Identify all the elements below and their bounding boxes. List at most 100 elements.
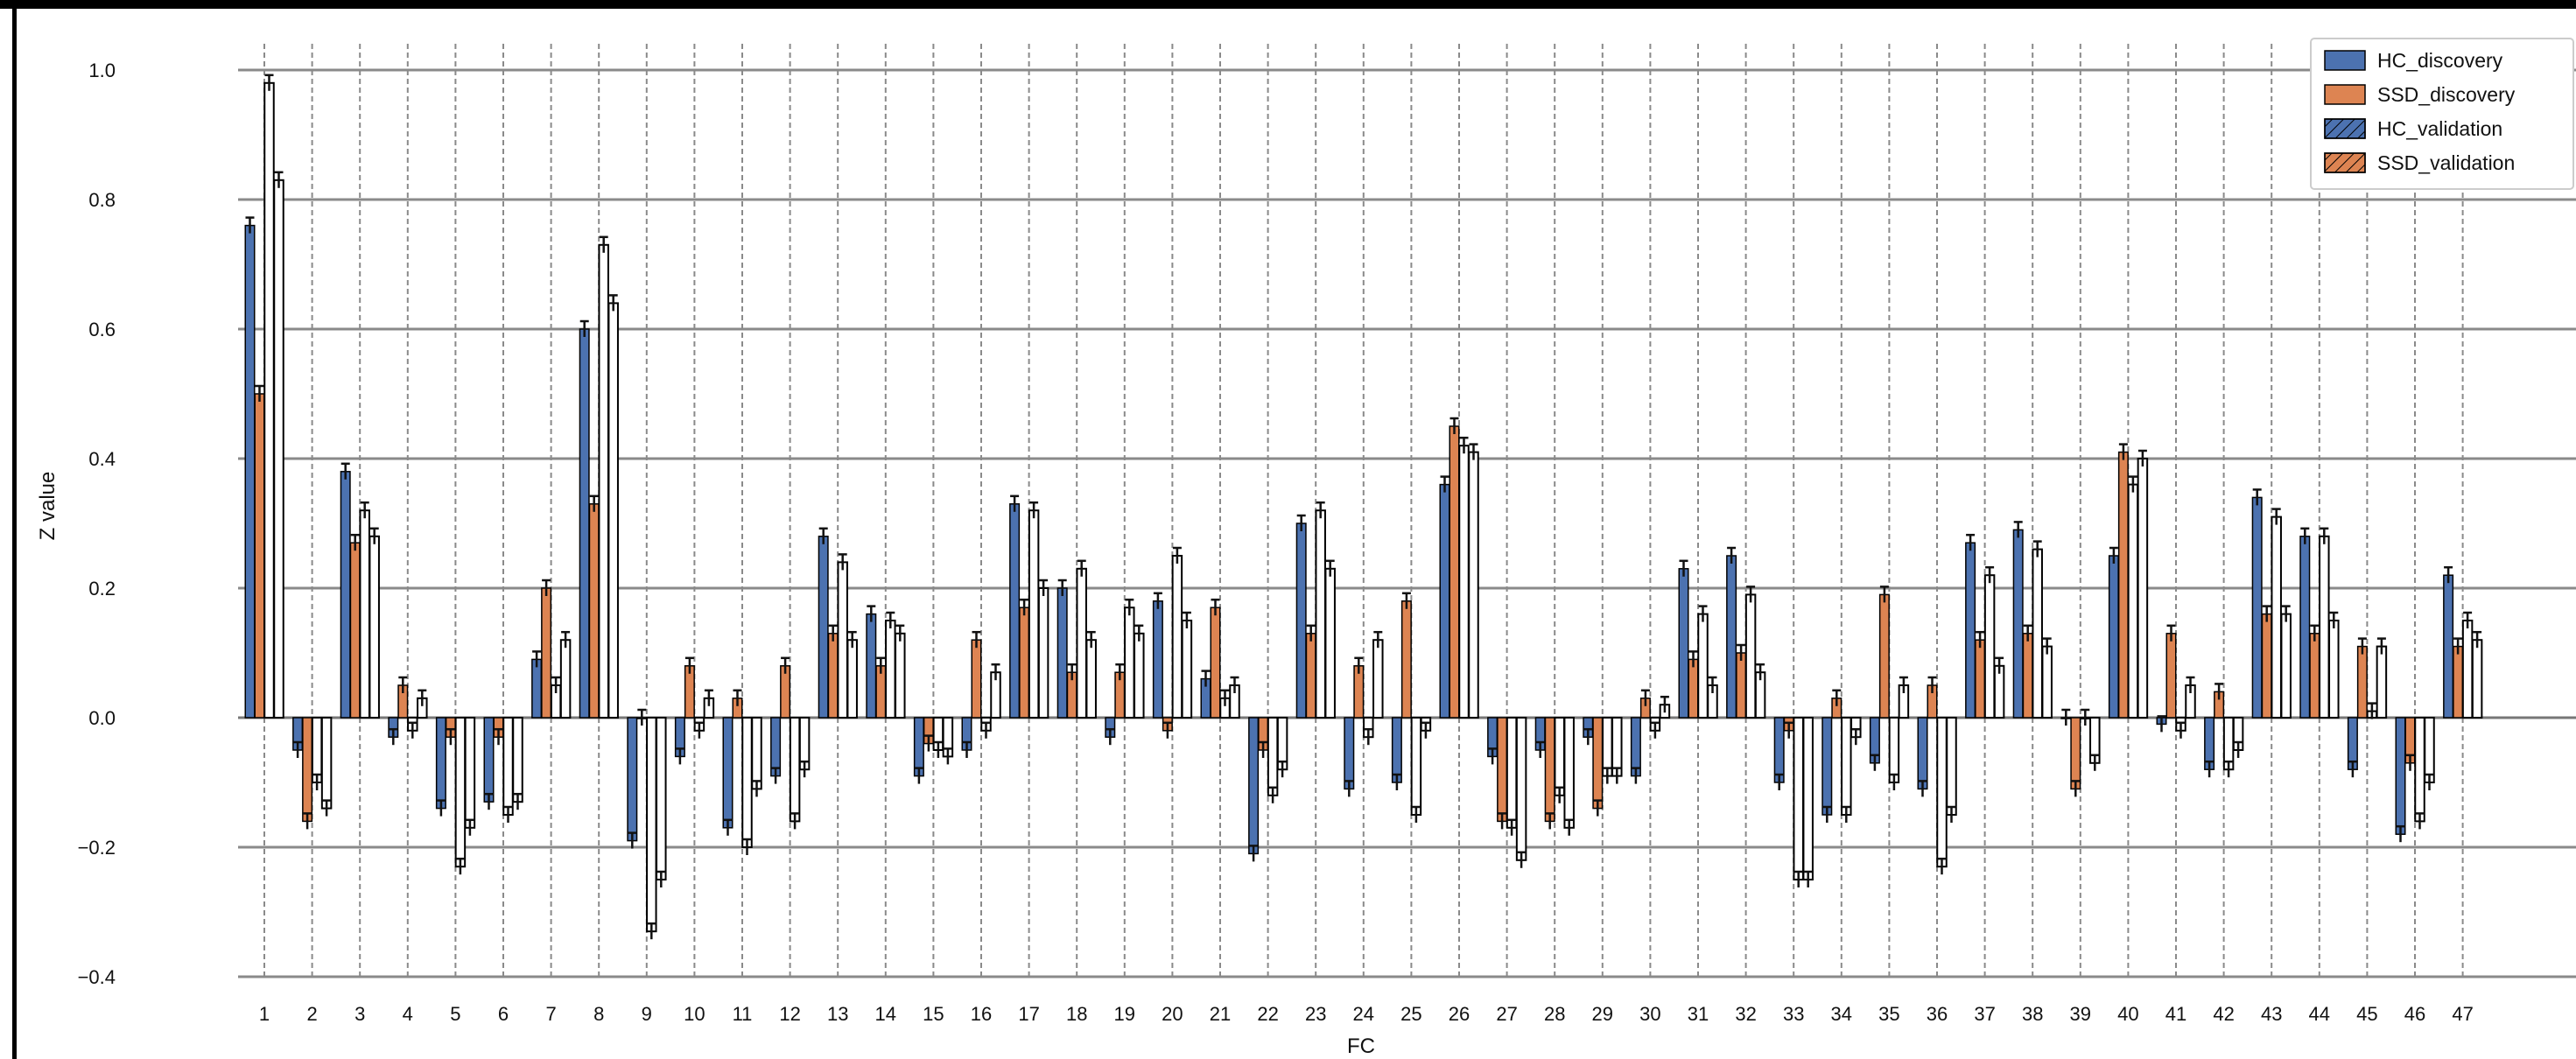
- bar-SSD_discovery: [2117, 451, 2129, 719]
- y-tick-label: 0.8: [88, 189, 116, 211]
- x-tick-label: 46: [2404, 1003, 2425, 1025]
- x-tick-label: 45: [2356, 1003, 2377, 1025]
- bar-HC_discovery: [627, 717, 638, 842]
- bar-HC_discovery: [818, 536, 829, 719]
- bar-SSD_discovery: [254, 393, 265, 719]
- bar-SSD_validation: [2137, 458, 2149, 719]
- x-axis-title: FC: [1347, 1034, 1375, 1058]
- bar-HC_validation: [454, 717, 467, 868]
- x-tick-label: 25: [1400, 1003, 1421, 1025]
- bar-HC_discovery: [2299, 536, 2311, 719]
- x-tick-label: 2: [306, 1003, 317, 1025]
- y-tick-labels: −0.4 −0.2 0.0 0.2 0.4 0.6 0.8 1.0: [78, 60, 116, 988]
- x-tick-label: 40: [2117, 1003, 2138, 1025]
- bar-SSD_validation: [559, 639, 572, 719]
- x-tick-label: 38: [2022, 1003, 2043, 1025]
- x-tick-label: 44: [2309, 1003, 2330, 1025]
- bar-HC_discovery: [244, 224, 256, 719]
- bar-HC_discovery: [1821, 717, 1833, 816]
- bars: [244, 74, 2483, 940]
- x-tick-label: 10: [684, 1003, 705, 1025]
- bar-SSD_validation: [846, 639, 858, 719]
- x-tick-label: 35: [1878, 1003, 1899, 1025]
- legend-label: HC_discovery: [2377, 49, 2503, 72]
- bar-SSD_discovery: [1544, 717, 1555, 823]
- legend-label: SSD_discovery: [2377, 83, 2516, 106]
- top-frame-border: [0, 0, 2576, 9]
- x-tick-label: 8: [593, 1003, 604, 1025]
- bar-HC_discovery: [1344, 717, 1355, 790]
- x-tick-labels: 1 2 3 4 5 6 7 8 9 10 11 12 13 14 15 16 17 18 19 20 21 22 23 24 2…: [259, 1003, 2474, 1025]
- bar-HC_discovery: [1726, 555, 1737, 719]
- bar-HC_discovery: [2251, 496, 2263, 719]
- x-tick-label: 7: [545, 1003, 556, 1025]
- bar-HC_validation: [1171, 555, 1183, 719]
- bar-HC_discovery: [340, 471, 351, 719]
- x-tick-label: 43: [2261, 1003, 2282, 1025]
- x-tick-label: 18: [1066, 1003, 1087, 1025]
- bar-SSD_discovery: [2022, 633, 2033, 719]
- x-tick-label: 4: [403, 1003, 413, 1025]
- bar-SSD_discovery: [302, 717, 313, 823]
- bar-HC_discovery: [1917, 717, 1928, 790]
- y-tick-label: 0.6: [88, 319, 116, 340]
- bar-HC_discovery: [435, 717, 446, 810]
- bar-HC_discovery: [1773, 717, 1785, 783]
- y-axis-title: Z value: [36, 472, 60, 541]
- bar-HC_validation: [598, 243, 609, 719]
- x-tick-label: 17: [1018, 1003, 1039, 1025]
- bar-SSD_discovery: [2165, 633, 2177, 719]
- bar-SSD_discovery: [1400, 600, 1412, 719]
- bar-HC_validation: [502, 717, 514, 816]
- bar-HC_discovery: [1248, 717, 1260, 855]
- bar-SSD_discovery: [827, 633, 839, 719]
- x-tick-label: 1: [259, 1003, 270, 1025]
- bar-SSD_discovery: [1736, 652, 1747, 719]
- x-tick-label: 37: [1974, 1003, 1995, 1025]
- bar-HC_discovery: [1009, 503, 1021, 719]
- x-tick-label: 27: [1496, 1003, 1517, 1025]
- bar-SSD_validation: [464, 717, 476, 829]
- x-tick-label: 11: [733, 1003, 753, 1025]
- bar-SSD_discovery: [1688, 658, 1699, 719]
- bar-SSD_discovery: [2309, 633, 2320, 719]
- bar-SSD_discovery: [541, 587, 552, 719]
- bar-SSD_validation: [1563, 717, 1575, 829]
- bar-HC_validation: [1267, 717, 1279, 796]
- bar-SSD_validation: [512, 717, 523, 803]
- bar-HC_validation: [1124, 607, 1135, 719]
- bar-SSD_validation: [1134, 632, 1145, 719]
- legend-swatch: [2324, 50, 2366, 71]
- x-tick-label: 14: [875, 1003, 896, 1025]
- x-tick-label: 12: [779, 1003, 800, 1025]
- x-tick-label: 41: [2165, 1003, 2186, 1025]
- bar-HC_discovery: [531, 658, 543, 719]
- bar-HC_validation: [1744, 593, 1757, 719]
- x-tick-label: 15: [923, 1003, 944, 1025]
- x-tick-label: 23: [1305, 1003, 1326, 1025]
- bar-HC_validation: [1458, 445, 1470, 719]
- bar-HC_validation: [359, 509, 370, 719]
- x-tick-label: 26: [1449, 1003, 1470, 1025]
- bar-SSD_validation: [2328, 620, 2340, 719]
- bar-SSD_validation: [751, 717, 762, 790]
- bar-HC_validation: [1841, 717, 1852, 816]
- bar-HC_discovery: [1152, 600, 1163, 719]
- y-tick-label: 0.2: [88, 578, 116, 600]
- x-tick-label: 29: [1592, 1003, 1613, 1025]
- bar-SSD_validation: [1802, 717, 1814, 880]
- bar-HC_validation: [837, 561, 848, 719]
- bar-HC_validation: [1506, 717, 1518, 829]
- bar-SSD_discovery: [1305, 633, 1316, 719]
- bar-SSD_validation: [1515, 717, 1527, 861]
- bar-HC_discovery: [1391, 717, 1402, 783]
- bar-HC_validation: [1076, 567, 1087, 719]
- legend-swatch-hatch: [2324, 152, 2366, 173]
- x-tick-label: 22: [1257, 1003, 1278, 1025]
- bar-SSD_validation: [1946, 717, 1957, 816]
- bar-HC_validation: [1410, 717, 1422, 816]
- bar-SSD_discovery: [1975, 639, 1986, 719]
- bar-HC_validation: [2127, 483, 2139, 719]
- bar-SSD_discovery: [1497, 717, 1508, 823]
